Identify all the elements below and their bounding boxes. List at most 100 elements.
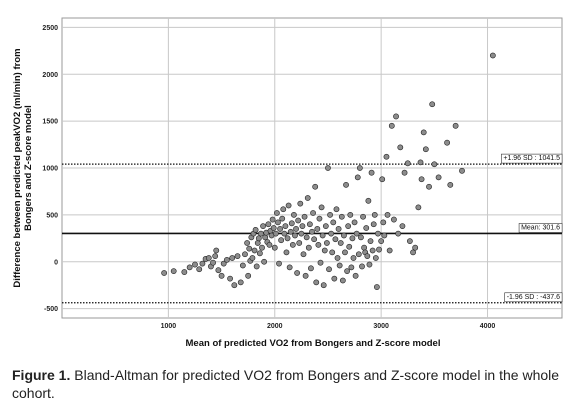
data-point	[366, 261, 373, 268]
mean-label-box	[518, 223, 563, 233]
data-point	[285, 202, 292, 209]
data-point	[328, 230, 335, 237]
data-point	[306, 221, 313, 228]
upper-loa-label-box	[501, 153, 563, 164]
data-point	[393, 113, 399, 120]
data-point	[358, 234, 364, 241]
bland-altman-chart: 1000 2000 3000 4000 -500 0 500 1000 1500 2000 2500…	[12, 17, 563, 349]
data-point	[322, 223, 329, 230]
data-point	[308, 265, 314, 272]
data-point	[376, 246, 382, 253]
data-point	[199, 260, 206, 267]
data-point	[278, 237, 285, 244]
y-axis-title-line: Bongers and Z-score model	[23, 105, 34, 231]
data-point	[260, 223, 266, 230]
data-point	[301, 213, 308, 220]
data-point	[348, 264, 355, 271]
x-tick-label: 3000	[373, 323, 389, 330]
data-point	[231, 282, 238, 289]
figure-caption: Figure 1. Bland-Altman for predicted VO2…	[12, 366, 567, 402]
data-point	[406, 238, 413, 245]
data-point	[258, 230, 264, 237]
data-point	[223, 256, 230, 263]
data-point	[295, 217, 302, 224]
data-point	[401, 169, 408, 176]
data-point	[353, 230, 360, 237]
data-point	[229, 255, 236, 261]
data-point	[300, 251, 307, 258]
data-point	[310, 210, 316, 216]
data-point	[275, 219, 281, 226]
data-point	[251, 247, 258, 254]
data-point	[212, 253, 219, 260]
data-point	[429, 101, 436, 108]
data-point	[354, 174, 361, 181]
data-point	[347, 211, 354, 218]
data-point	[386, 247, 393, 254]
data-point	[380, 219, 387, 226]
data-point	[369, 247, 376, 254]
data-point	[415, 204, 422, 211]
data-point	[289, 241, 296, 248]
data-point	[186, 264, 193, 271]
data-point	[302, 272, 309, 279]
data-point	[299, 223, 306, 230]
data-point	[284, 235, 291, 242]
data-point	[391, 216, 397, 223]
data-point	[242, 251, 248, 258]
data-point	[338, 213, 345, 220]
data-point	[220, 260, 227, 267]
data-point	[281, 230, 288, 237]
data-point	[283, 249, 290, 256]
data-point	[304, 195, 311, 201]
data-point	[237, 279, 244, 286]
data-point	[293, 226, 299, 232]
data-point	[373, 284, 380, 290]
data-point	[346, 243, 353, 250]
data-point	[426, 183, 432, 190]
data-point	[215, 267, 222, 274]
data-point	[418, 176, 425, 183]
data-point	[345, 223, 352, 230]
data-point	[395, 230, 402, 237]
y-tick-label: 1500	[42, 119, 58, 126]
mean-label: Mean: 301.6	[521, 224, 560, 231]
lower-loa-label: -1.96 SD : -437.6	[507, 294, 560, 301]
data-point	[349, 235, 356, 242]
data-point	[410, 249, 416, 256]
data-point	[384, 211, 391, 218]
data-point	[355, 251, 362, 258]
data-point	[297, 200, 304, 207]
caption-label: Figure 1.	[12, 367, 71, 383]
data-point	[343, 181, 349, 188]
data-point	[269, 216, 276, 223]
data-point	[378, 238, 385, 245]
data-point	[244, 240, 251, 246]
data-point	[379, 176, 386, 183]
data-point	[320, 282, 327, 289]
data-point	[420, 129, 427, 136]
data-point	[359, 263, 365, 270]
data-point	[330, 219, 337, 226]
data-point	[317, 259, 324, 266]
upper-loa-label: +1.96 SD : 1041.5	[503, 155, 560, 162]
data-point	[210, 259, 216, 266]
data-point	[375, 230, 381, 237]
data-point	[196, 266, 203, 273]
data-point	[333, 206, 340, 213]
lower-loa-label-box	[504, 292, 563, 303]
data-point	[276, 260, 282, 267]
data-point	[342, 249, 348, 256]
data-point	[412, 244, 419, 251]
y-tick-label: 2500	[42, 25, 58, 32]
data-point	[277, 226, 283, 232]
data-point	[422, 146, 429, 153]
y-tick-label: 0	[54, 259, 58, 266]
data-point	[383, 153, 390, 160]
data-point	[259, 244, 265, 251]
data-point	[265, 221, 272, 228]
data-point	[372, 255, 379, 261]
data-point	[341, 232, 347, 239]
data-point	[339, 277, 346, 284]
data-point	[255, 235, 262, 242]
